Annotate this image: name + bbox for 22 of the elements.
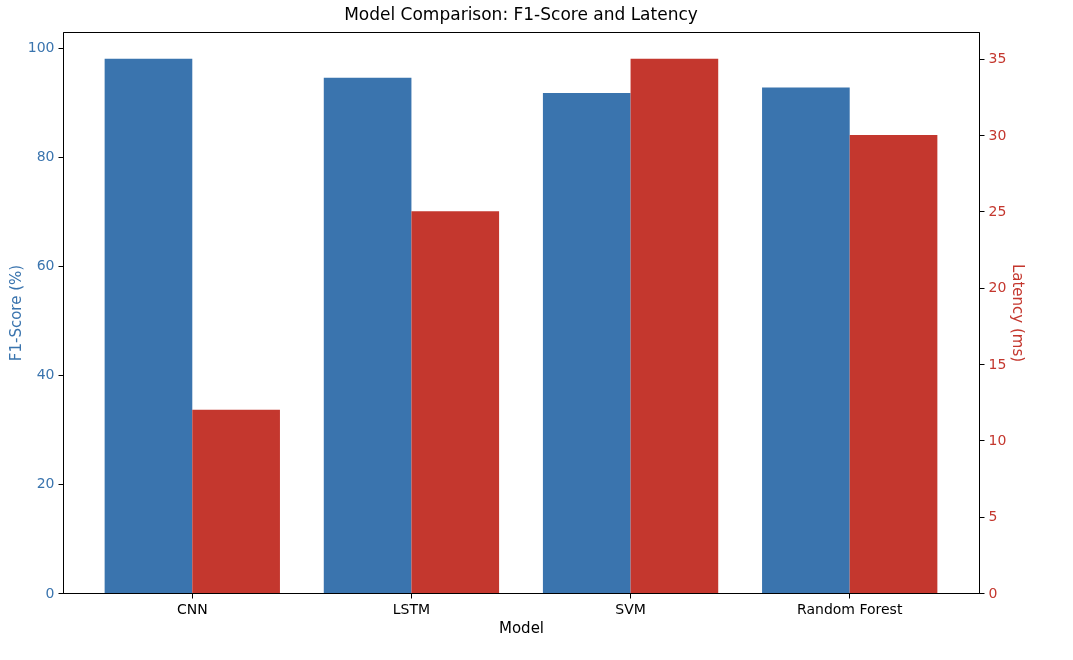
y2-tick-label: 15 [988,355,1007,372]
x-tick-label: SVM [615,600,646,617]
y2-tick-label: 20 [988,279,1007,296]
y2-tick-label: 0 [988,584,998,601]
y-tick-label: 40 [36,366,55,383]
y2-tick-label: 25 [988,202,1007,219]
y2-tick-label: 5 [988,508,998,525]
y-axis-title: F1-Score (%) [6,264,25,362]
y-tick-label: 100 [27,39,55,56]
x-tick-label: CNN [176,600,208,617]
y2-tick-label: 30 [988,126,1007,143]
y2-tick-label: 35 [988,50,1007,67]
y-tick-label: 0 [45,584,55,601]
y-tick-label: 60 [36,257,55,274]
y2-tick-label: 10 [988,431,1007,448]
x-tick-label: LSTM [392,600,431,617]
chart-title: Model Comparison: F1-Score and Latency [344,4,698,24]
y-tick-label: 80 [36,148,55,165]
y-tick-label: 20 [36,475,55,492]
x-tick-label: Random Forest [797,600,903,617]
y2-axis-title: Latency (ms) [1009,263,1028,363]
x-axis-title: Model [498,618,545,637]
